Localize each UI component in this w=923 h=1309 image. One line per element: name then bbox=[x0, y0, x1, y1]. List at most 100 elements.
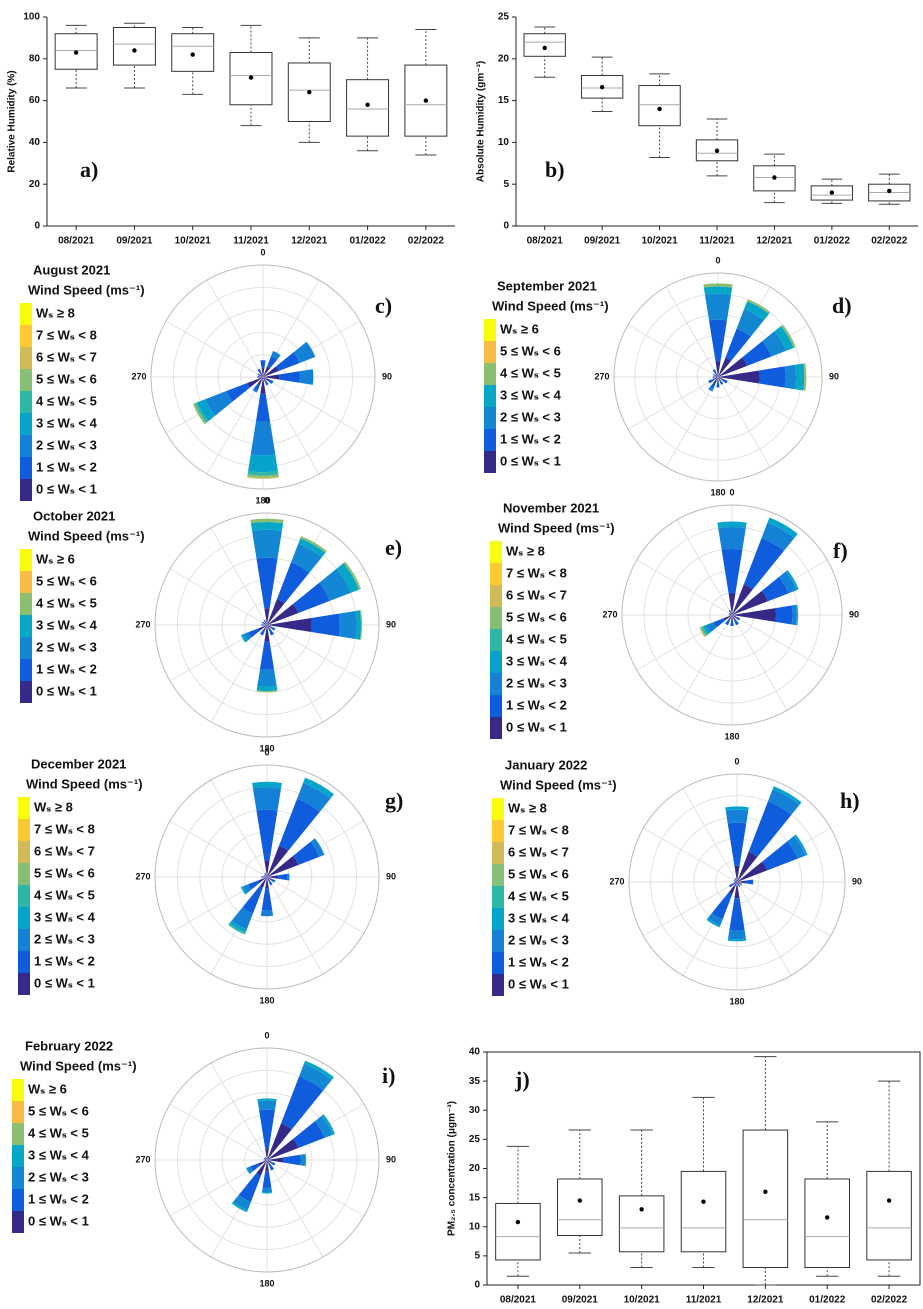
petal-segment bbox=[701, 626, 709, 636]
petal-segment bbox=[728, 614, 730, 616]
legend-swatch bbox=[484, 385, 496, 407]
legend-label: 2 ≤ Wₛ < 3 bbox=[36, 639, 97, 654]
spoke bbox=[643, 827, 738, 883]
spoke bbox=[169, 568, 268, 626]
petal-segment bbox=[711, 892, 733, 920]
spoke bbox=[169, 1103, 268, 1161]
petal-segment bbox=[261, 368, 265, 377]
legend-label: 6 ≤ Wₛ < 7 bbox=[36, 349, 97, 364]
legend-label: 2 ≤ Wₛ < 3 bbox=[34, 931, 95, 946]
petal-segment bbox=[737, 851, 758, 882]
petal-segment bbox=[256, 1160, 267, 1176]
chart-title: August 2021 bbox=[33, 262, 110, 277]
spoke bbox=[676, 614, 733, 711]
petal-segment bbox=[721, 549, 743, 594]
petal-segment bbox=[737, 861, 768, 882]
legend-swatch bbox=[20, 347, 32, 369]
petal-segment bbox=[242, 884, 252, 894]
petal-segment bbox=[338, 610, 357, 640]
petal-segment bbox=[247, 474, 279, 478]
petal-segment bbox=[717, 377, 719, 383]
petal-segment bbox=[258, 376, 263, 378]
legend-label: 3 ≤ Wₛ < 4 bbox=[28, 1147, 90, 1162]
petal-segment bbox=[248, 454, 278, 473]
angle-label: 0 bbox=[264, 747, 269, 757]
angle-label: 0 bbox=[729, 487, 734, 497]
petal-segment bbox=[732, 608, 777, 622]
petal-segment bbox=[278, 873, 288, 881]
angle-label: 90 bbox=[829, 371, 839, 381]
y-tick-label: 30 bbox=[469, 1105, 481, 1116]
petal-segment bbox=[263, 1157, 266, 1160]
petal-segment bbox=[279, 371, 300, 383]
petal-segment bbox=[267, 875, 279, 879]
angle-label: 180 bbox=[259, 743, 274, 753]
spoke bbox=[665, 286, 719, 378]
petal-segment bbox=[259, 877, 267, 888]
petal-segment bbox=[712, 369, 717, 374]
legend-swatch bbox=[490, 717, 502, 739]
spoke bbox=[627, 376, 719, 430]
petal-segment bbox=[267, 1157, 284, 1163]
box bbox=[523, 33, 566, 57]
x-tick-label: 10/2021 bbox=[641, 236, 678, 247]
legend-label: 5 ≤ Wₛ < 6 bbox=[28, 1103, 89, 1118]
legend-swatch bbox=[490, 563, 502, 585]
petal-segment bbox=[719, 380, 724, 385]
petal-segment bbox=[263, 622, 267, 625]
petal-segment bbox=[265, 381, 269, 386]
x-tick-label: 01/2022 bbox=[809, 1295, 846, 1306]
petal-segment bbox=[787, 835, 806, 859]
legend-label: 0 ≤ Wₛ < 1 bbox=[28, 1213, 89, 1228]
petal-segment bbox=[736, 309, 764, 337]
petal-segment bbox=[709, 319, 727, 362]
chart-title: February 2022 bbox=[25, 1038, 113, 1053]
legend-swatch bbox=[492, 886, 504, 908]
petal-segment bbox=[267, 603, 299, 625]
grid-ring bbox=[199, 1092, 335, 1228]
petal-segment bbox=[717, 521, 747, 529]
petal-segment bbox=[252, 529, 282, 559]
legend-swatch bbox=[20, 413, 32, 435]
petal-segment bbox=[252, 781, 282, 789]
x-tick-label: 12/2021 bbox=[747, 1295, 784, 1306]
petal-segment bbox=[263, 366, 279, 377]
angle-label: 0 bbox=[264, 495, 269, 505]
petal-segment bbox=[265, 1157, 267, 1160]
petal-segment bbox=[734, 882, 740, 899]
mean bbox=[714, 148, 720, 153]
petal-segment bbox=[767, 789, 800, 815]
chart-title: January 2022 bbox=[505, 757, 587, 772]
petal-segment bbox=[260, 360, 266, 369]
mean bbox=[577, 1198, 582, 1203]
legend-swatch bbox=[490, 541, 502, 563]
x-tick-label: 09/2021 bbox=[562, 1295, 599, 1306]
petal-segment bbox=[779, 571, 797, 594]
petal-segment bbox=[261, 624, 264, 626]
petal-segment bbox=[298, 538, 326, 558]
legend-label: 0 ≤ Wₛ < 1 bbox=[500, 453, 561, 468]
spoke bbox=[266, 1159, 365, 1217]
mean bbox=[657, 106, 662, 112]
petal-segment bbox=[735, 879, 737, 882]
petal-segment bbox=[291, 543, 322, 573]
petal-segment bbox=[257, 1100, 277, 1111]
petal-segment bbox=[263, 377, 270, 382]
legend-swatch bbox=[492, 930, 504, 952]
petal-segment bbox=[727, 938, 747, 942]
petal-segment bbox=[264, 1158, 267, 1160]
legend-label: 5 ≤ Wₛ < 6 bbox=[500, 343, 561, 358]
petal-segment bbox=[263, 625, 267, 631]
petal-segment bbox=[737, 882, 740, 886]
chart-title: September 2021 bbox=[497, 278, 597, 293]
petal-segment bbox=[729, 614, 732, 616]
petal-segment bbox=[728, 609, 731, 613]
y-tick-label: 5 bbox=[503, 179, 509, 190]
petal-segment bbox=[321, 1114, 335, 1135]
mean bbox=[307, 90, 312, 95]
spoke bbox=[717, 376, 771, 468]
x-tick-label: 11/2021 bbox=[686, 1295, 722, 1306]
box bbox=[54, 33, 98, 70]
petal-segment bbox=[256, 690, 278, 693]
panel-label: h) bbox=[840, 788, 860, 813]
